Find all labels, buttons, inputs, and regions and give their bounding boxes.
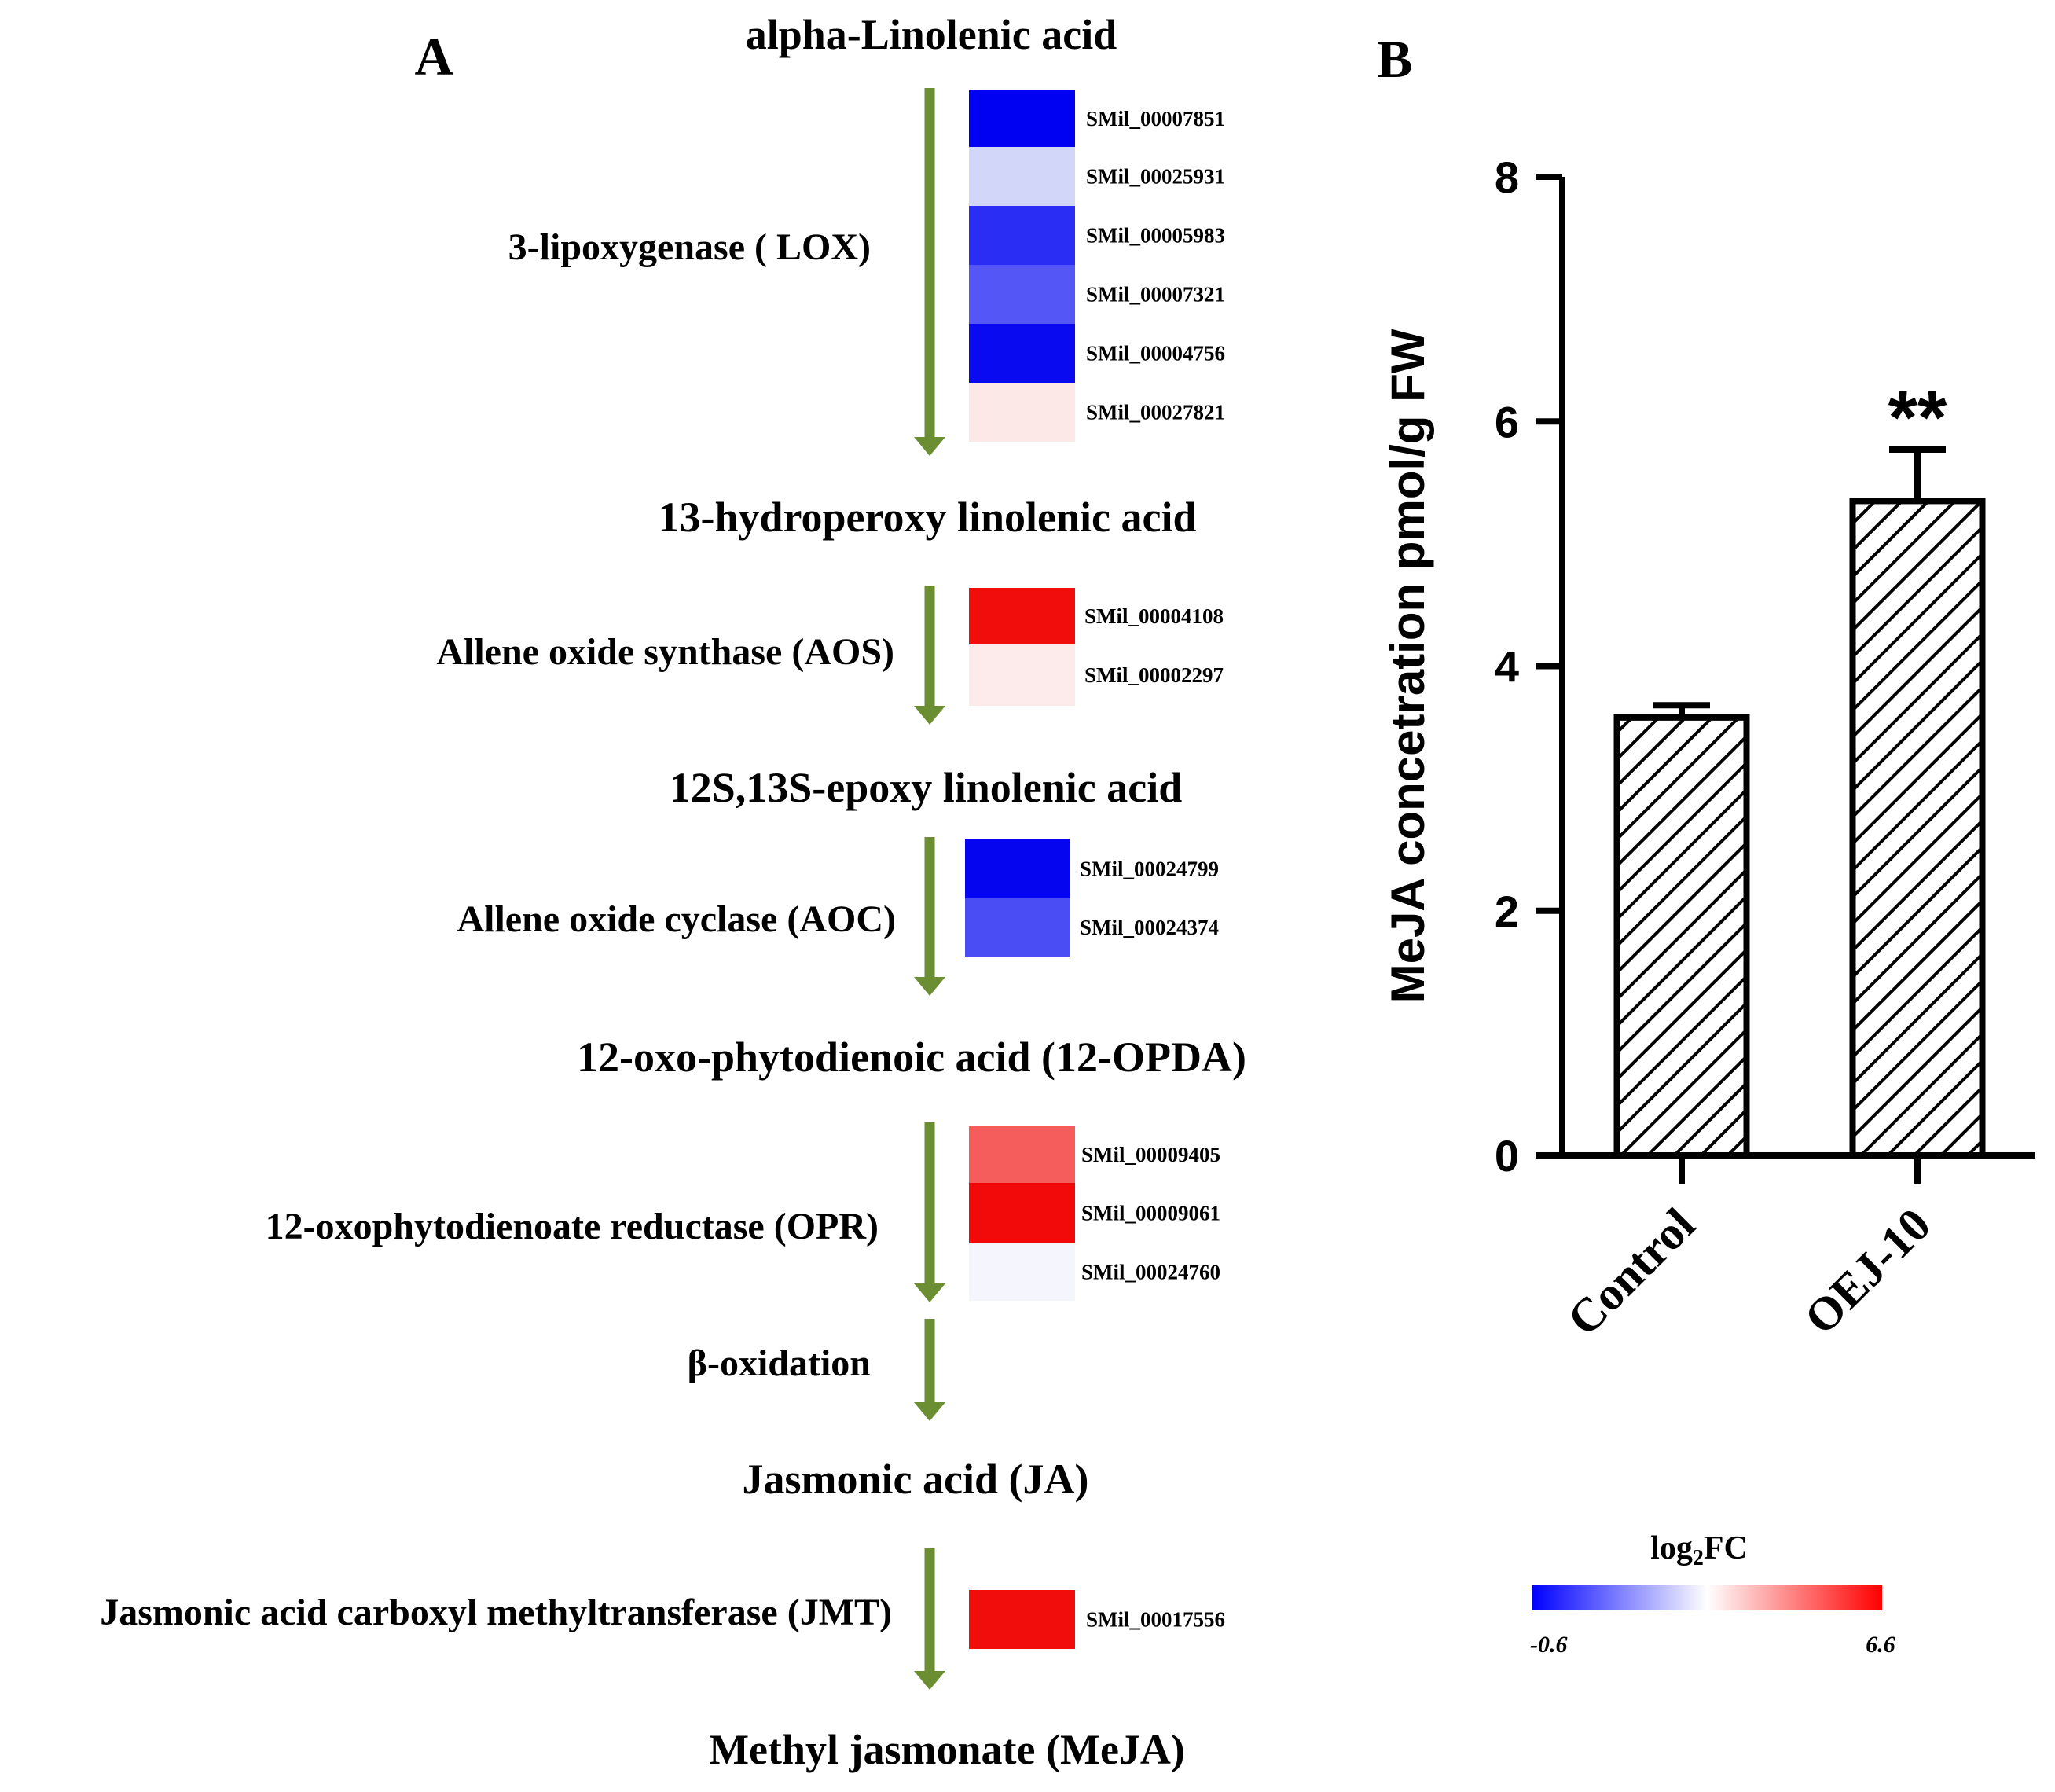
gene-id-SMil_00009405: SMil_00009405: [1081, 1143, 1220, 1166]
arrow-head-4: [914, 1283, 945, 1302]
heatmap-cell-SMil_00017556: [969, 1590, 1075, 1649]
enzyme-label-4: 12-oxophytodienoate reductase (OPR): [266, 1206, 879, 1247]
significance-OEJ-10: **: [1888, 376, 1947, 460]
arrow-head-3: [914, 977, 945, 996]
y-tick-label-0: 0: [1495, 1131, 1519, 1181]
bar-Control: [1613, 714, 1750, 1159]
gene-id-SMil_00025931: SMil_00025931: [1086, 165, 1225, 189]
y-axis-label: MeJA concetration pmol/g FW: [1382, 329, 1434, 1003]
y-tick-label-4: 4: [1495, 642, 1519, 692]
gene-id-SMil_00007851: SMil_00007851: [1086, 107, 1225, 130]
gene-id-SMil_00007321: SMil_00007321: [1086, 283, 1225, 307]
enzyme-label-2: Allene oxide synthase (AOS): [436, 631, 894, 673]
enzyme-label-1: 3-lipoxygenase ( LOX): [508, 226, 871, 268]
y-tick-label-2: 2: [1495, 887, 1519, 936]
heatmap-cell-SMil_00024799: [965, 839, 1070, 898]
y-tick-label-8: 8: [1495, 152, 1519, 202]
heatmap-cell-SMil_00009405: [969, 1126, 1075, 1183]
heatmap-cell-SMil_00004108: [969, 588, 1075, 644]
gene-id-SMil_00005983: SMil_00005983: [1086, 224, 1225, 248]
gene-id-SMil_00024799: SMil_00024799: [1080, 857, 1219, 881]
gene-id-SMil_00017556: SMil_00017556: [1086, 1608, 1225, 1632]
x-tick-label-OEJ-10: OEJ-10: [1794, 1199, 1940, 1345]
enzyme-label-3: Allene oxide cyclase (AOC): [457, 898, 896, 940]
legend-max-label: 6.6: [1866, 1632, 1895, 1658]
bar-OEJ-10: [1849, 498, 1986, 1159]
legend-title: log2FC: [1650, 1530, 1748, 1570]
metabolite-3: 12S,13S-epoxy linolenic acid: [670, 764, 1183, 811]
arrow-head-1: [914, 437, 945, 456]
metabolite-2: 13-hydroperoxy linolenic acid: [658, 494, 1196, 541]
gene-id-SMil_00024760: SMil_00024760: [1081, 1261, 1220, 1284]
y-tick-label-6: 6: [1495, 397, 1519, 446]
gene-id-SMil_00027821: SMil_00027821: [1086, 401, 1225, 424]
heatmap-cell-SMil_00027821: [969, 383, 1075, 442]
metabolite-6: Methyl jasmonate (MeJA): [709, 1726, 1185, 1773]
heatmap-cell-SMil_00009061: [969, 1183, 1075, 1243]
arrow-head-5: [914, 1402, 945, 1421]
heatmap-cell-SMil_00007851: [969, 90, 1075, 147]
gene-id-SMil_00004108: SMil_00004108: [1084, 604, 1224, 628]
heatmap-cell-SMil_00024760: [969, 1243, 1075, 1301]
heatmap-cell-SMil_00024374: [965, 898, 1070, 957]
heatmap-cell-SMil_00002297: [969, 644, 1075, 706]
metabolite-5: Jasmonic acid (JA): [743, 1456, 1089, 1503]
panel-a-label: A: [414, 27, 453, 86]
x-tick-label-Control: Control: [1558, 1199, 1705, 1346]
arrow-head-6: [914, 1671, 945, 1690]
legend-min-label: -0.6: [1530, 1632, 1568, 1658]
heatmap-cell-SMil_00004756: [969, 324, 1075, 383]
enzyme-label-6: Jasmonic acid carboxyl methyltransferase…: [100, 1592, 892, 1633]
heatmap-cell-SMil_00025931: [969, 147, 1075, 206]
enzyme-label-5: β-oxidation: [688, 1342, 871, 1384]
gene-id-SMil_00009061: SMil_00009061: [1081, 1202, 1220, 1225]
panel-b-label: B: [1377, 29, 1412, 89]
heatmap-cell-SMil_00005983: [969, 206, 1075, 265]
gene-id-SMil_00002297: SMil_00002297: [1084, 663, 1224, 687]
metabolite-1: alpha-Linolenic acid: [746, 11, 1117, 58]
metabolite-4: 12-oxo-phytodienoic acid (12-OPDA): [577, 1034, 1246, 1081]
gene-id-SMil_00004756: SMil_00004756: [1086, 342, 1225, 365]
arrow-head-2: [914, 706, 945, 725]
heatmap-cell-SMil_00007321: [969, 265, 1075, 324]
legend-color-bar: [1532, 1585, 1882, 1610]
gene-id-SMil_00024374: SMil_00024374: [1080, 916, 1219, 939]
